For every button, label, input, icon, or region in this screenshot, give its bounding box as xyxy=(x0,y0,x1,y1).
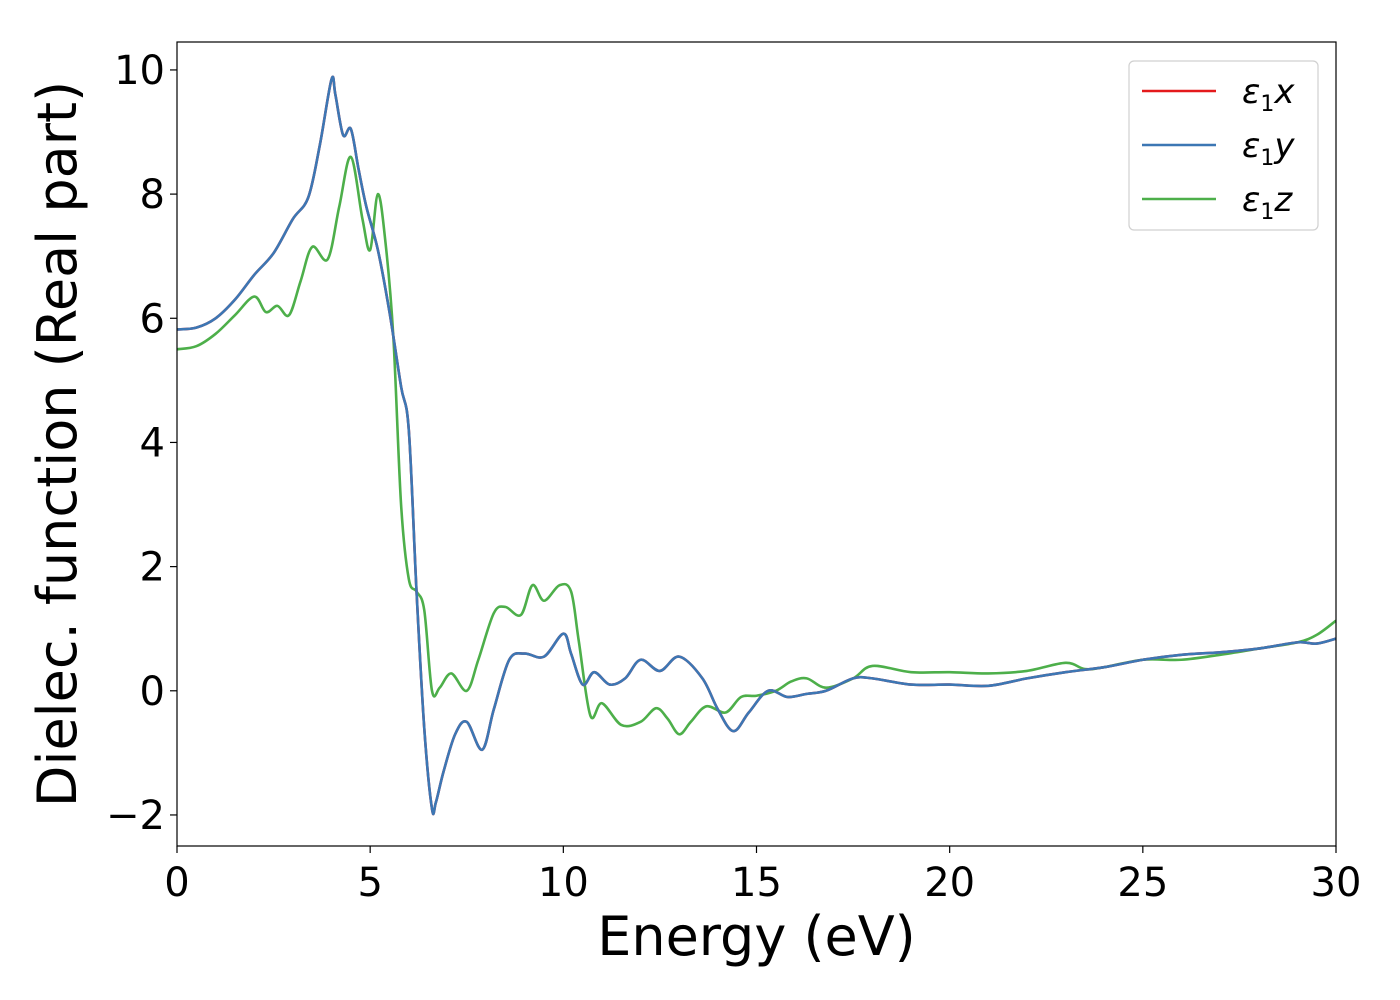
series-line-y xyxy=(177,75,1336,816)
y-tick-label: 6 xyxy=(140,296,165,342)
legend-label: ε1y xyxy=(1242,126,1295,171)
x-tick-label: 20 xyxy=(924,860,975,906)
legend-label-axis: y xyxy=(1273,126,1295,166)
legend-label: ε1z xyxy=(1242,180,1293,225)
y-tick-label: −2 xyxy=(106,793,165,839)
legend-label-axis: x xyxy=(1273,72,1295,112)
legend-label: ε1x xyxy=(1242,72,1295,117)
x-tick-label: 5 xyxy=(357,860,382,906)
legend-label-subscript: 1 xyxy=(1260,146,1274,171)
x-tick-label: 0 xyxy=(164,860,189,906)
y-tick-label: 8 xyxy=(140,172,165,218)
y-tick-label: 2 xyxy=(140,545,165,591)
y-tick-label: 4 xyxy=(140,420,165,466)
legend-entry-x: ε1x xyxy=(1142,72,1295,117)
legend-label-subscript: 1 xyxy=(1260,200,1274,225)
x-tick-label: 10 xyxy=(538,860,589,906)
legend-entry-y: ε1y xyxy=(1142,126,1295,171)
legend-label-base: ε xyxy=(1242,126,1260,166)
series-layer xyxy=(177,75,1336,816)
y-axis-label: Dielec. function (Real part) xyxy=(26,81,89,807)
legend-label-axis: z xyxy=(1273,180,1293,220)
legend-entry-z: ε1z xyxy=(1142,180,1293,225)
y-tick-label: 0 xyxy=(140,669,165,715)
series-line-z xyxy=(177,155,1336,736)
y-axis: −2 0 2 4 6 8 10 xyxy=(106,48,177,839)
x-tick-label: 15 xyxy=(731,860,782,906)
legend-label-subscript: 1 xyxy=(1260,92,1274,117)
legend-label-base: ε xyxy=(1242,180,1260,220)
y-tick-label: 10 xyxy=(114,48,165,94)
x-axis-label: Energy (eV) xyxy=(597,905,916,968)
legend-box xyxy=(1128,60,1319,231)
x-tick-label: 25 xyxy=(1117,860,1168,906)
x-tick-label: 30 xyxy=(1311,860,1362,906)
legend-label-base: ε xyxy=(1242,72,1260,112)
x-axis: 0 5 10 15 20 25 30 xyxy=(164,846,1361,906)
